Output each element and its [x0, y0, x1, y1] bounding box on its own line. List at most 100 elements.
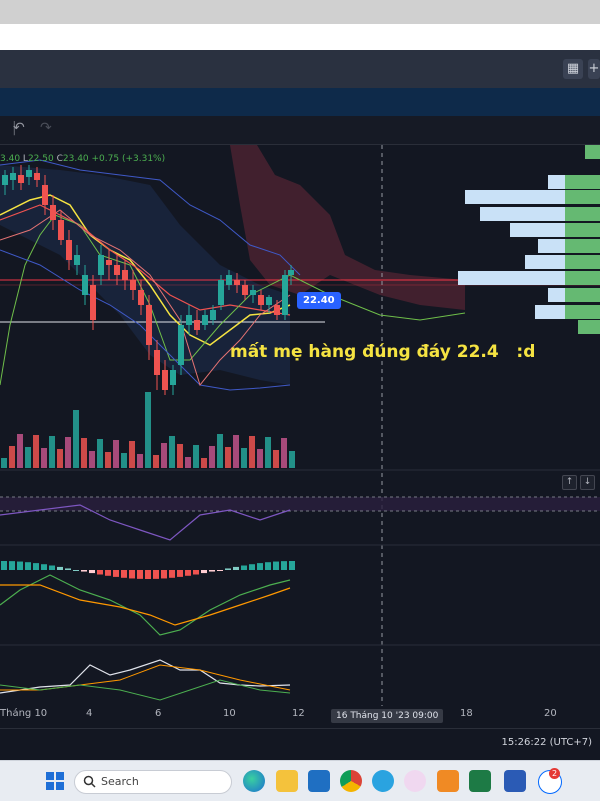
crosshair-date-label: 16 Tháng 10 '23 09:00: [331, 709, 444, 723]
app-header: [0, 50, 600, 88]
volume-bar: [177, 444, 183, 468]
app-g-icon[interactable]: [437, 770, 459, 792]
candle-body: [186, 315, 192, 325]
ichimoku-cloud: [230, 145, 465, 310]
volume-bar: [65, 437, 71, 468]
macd-bar: [97, 570, 103, 575]
candle-body: [288, 270, 294, 275]
candle-body: [210, 310, 216, 320]
redo-icon[interactable]: ↷: [40, 120, 52, 136]
macd-bar: [89, 570, 95, 574]
volume-profile-bar-green: [565, 239, 600, 253]
candle-body: [282, 275, 288, 315]
volume-profile-bar-green: [565, 223, 600, 237]
candle-body: [266, 297, 272, 305]
status-bar: [0, 728, 600, 761]
file-explorer-icon[interactable]: [276, 770, 298, 792]
volume-bar: [153, 455, 159, 468]
macd-bar: [249, 564, 255, 570]
volume-bar: [289, 451, 295, 468]
macd-bar: [105, 570, 111, 576]
macd-bar: [257, 563, 263, 570]
tick-label: 4: [86, 708, 93, 719]
edge-icon[interactable]: [243, 770, 265, 792]
top-bezel: [0, 0, 600, 24]
ohlc-legend: 3.40 L22.50 C23.40 +0.75 (+3.31%): [0, 154, 165, 164]
candle-body: [154, 350, 160, 375]
volume-bar: [49, 436, 55, 468]
low-value: 22.50: [27, 154, 54, 164]
volume-bar: [257, 449, 263, 468]
volume-bar: [249, 436, 255, 468]
candle-body: [106, 260, 112, 265]
macd-bar: [41, 564, 47, 570]
chart-annotation[interactable]: mất mẹ hàng đúng đáy 22.4 :d: [230, 342, 536, 362]
telegram-icon[interactable]: [372, 770, 394, 792]
pane-up-icon[interactable]: ↑: [562, 475, 577, 490]
candle-body: [146, 305, 152, 345]
volume-bar: [225, 447, 231, 468]
candle-body: [242, 285, 248, 295]
candle-body: [170, 370, 176, 385]
candle-body: [98, 255, 104, 275]
search-placeholder: Search: [101, 775, 139, 788]
volume-profile-bar-green: [578, 320, 600, 334]
undo-icon[interactable]: ↶: [13, 120, 25, 136]
windows-start-icon[interactable]: [46, 772, 64, 790]
chat-icon[interactable]: [404, 770, 426, 792]
volume-bar: [185, 457, 191, 468]
volume-bar: [161, 443, 167, 468]
clock[interactable]: 15:26:22 (UTC+7): [501, 737, 592, 748]
candle-body: [274, 305, 280, 315]
volume-bar: [193, 445, 199, 468]
close-value: 23.40: [62, 154, 89, 164]
macd-bar: [233, 566, 239, 570]
mail-icon[interactable]: [308, 770, 330, 792]
candle-body: [226, 275, 232, 285]
volume-bar: [73, 410, 79, 468]
tick-label: 6: [155, 708, 162, 719]
grid-layout-icon[interactable]: ▦: [563, 59, 583, 79]
word-icon[interactable]: [504, 770, 526, 792]
chrome-icon[interactable]: [340, 770, 362, 792]
volume-profile-bar-green: [585, 145, 600, 159]
volume-profile-bar-green: [565, 305, 600, 319]
volume-profile-bar-green: [565, 175, 600, 189]
tick-label: 10: [223, 708, 236, 719]
macd-bar: [65, 568, 71, 570]
plus-icon[interactable]: +: [588, 59, 600, 79]
macd-bar: [49, 565, 55, 570]
candle-body: [50, 205, 56, 220]
volume-bar: [265, 437, 271, 468]
candle-body: [138, 290, 144, 305]
taskbar-search[interactable]: Search: [74, 770, 232, 794]
macd-bar: [137, 570, 143, 579]
candle-body: [202, 315, 208, 325]
stoch-white-line: [0, 659, 291, 694]
candle-body: [82, 275, 88, 295]
candle-body: [234, 280, 240, 285]
candle-body: [42, 185, 48, 205]
pane-down-icon[interactable]: ↓: [580, 475, 595, 490]
candle-body: [10, 173, 16, 180]
toolbar-divider: |: [12, 120, 17, 136]
chart-area[interactable]: [0, 145, 600, 727]
blue-band-lower: [0, 249, 291, 391]
macd-bar: [113, 570, 119, 577]
excel-icon[interactable]: [469, 770, 491, 792]
candle-body: [18, 175, 24, 183]
macd-bar: [217, 570, 223, 571]
volume-bar: [113, 440, 119, 468]
macd-bar: [129, 570, 135, 579]
stoch-green-line: [0, 679, 291, 701]
volume-bar: [17, 434, 23, 468]
header-strip: [0, 88, 600, 116]
candle-body: [122, 270, 128, 280]
candle-body: [130, 280, 136, 290]
close-label: C: [56, 154, 63, 164]
low-label: L: [22, 154, 28, 164]
chart-toolbar: | ↶ ↷: [0, 116, 600, 145]
macd-histogram: [1, 561, 295, 579]
time-axis[interactable]: [0, 706, 600, 728]
volume-bar: [9, 446, 15, 468]
